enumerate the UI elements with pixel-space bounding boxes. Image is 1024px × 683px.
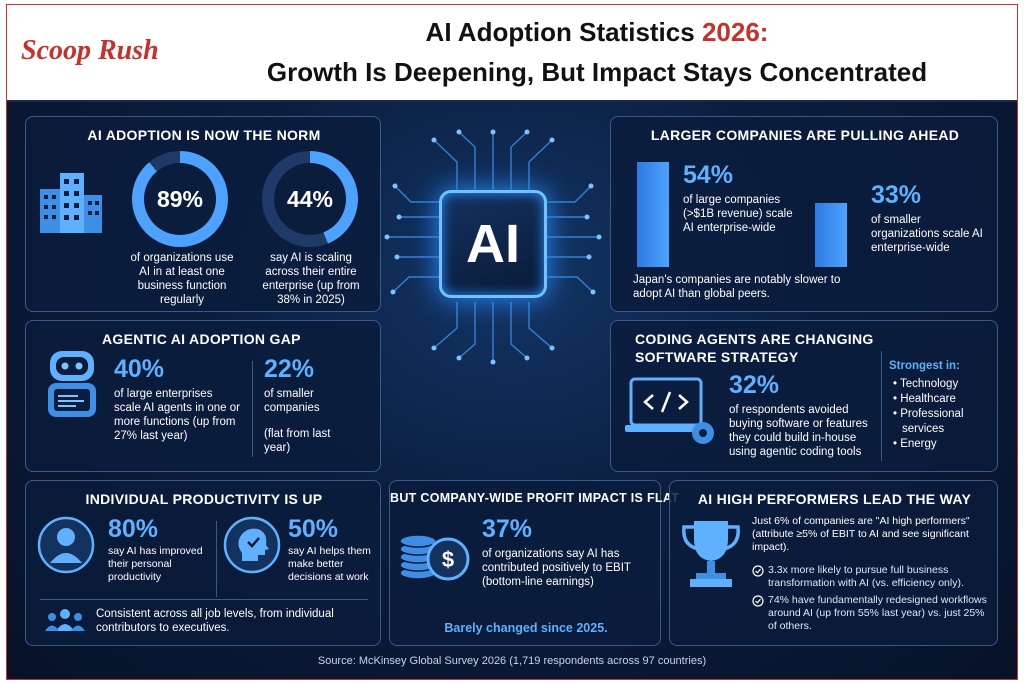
main-area: AI AI ADOPTION IS NOW THE NORM 89% 44% o… [7,102,1017,679]
panel-profit: BUT COMPANY-WIDE PROFIT IMPACT IS FLAT $… [389,480,680,646]
divider [881,351,882,461]
bar-smaller-companies [815,203,847,267]
logo: Scoop Rush [21,35,159,66]
svg-text:$: $ [442,547,454,572]
list-item: • Technology [893,378,959,390]
stat-value: 40% [114,355,165,383]
divider [216,521,217,597]
trophy-icon [682,521,740,587]
panel-adoption: AI ADOPTION IS NOW THE NORM 89% 44% of o… [25,116,381,312]
infographic: Scoop Rush AI Adoption Statistics 2026: … [6,4,1018,680]
stat-value: 32% [729,371,780,399]
list-item: • Healthcare [893,393,956,405]
stat-value: 33% [871,181,922,209]
source-text: Source: McKinsey Global Survey 2026 (1,7… [317,655,707,667]
panel-title: INDIVIDUAL PRODUCTIVITY IS UP [85,491,323,507]
divider [252,361,253,457]
stat-value: 22% [264,355,315,383]
person-icon [37,516,95,574]
page-subtitle: Growth Is Deepening, But Impact Stays Co… [266,57,928,87]
panel-title: AGENTIC AI ADOPTION GAP [102,331,301,347]
check-circle-icon [752,595,764,607]
head-check-icon [223,516,281,574]
stat-text: say AI is scaling across their entire en… [262,252,360,306]
donut-chart-44: 44% [262,151,358,247]
team-icon [45,609,85,631]
divider [40,599,368,600]
list-item: • Professional [893,408,964,420]
stat-subtext: (flat from last year) [264,428,331,454]
panel-high-performers: AI HIGH PERFORMERS LEAD THE WAY Just 6% … [669,480,998,646]
circuit-graphic [384,129,602,365]
intro-text: Just 6% of companies are "AI high perfor… [752,515,970,553]
stat-text: of smaller organizations scale AI enterp… [871,214,983,254]
stat-text: of smaller companies [264,388,320,414]
page-title: AI Adoption Statistics 2026: [277,17,917,48]
stat-value: 80% [108,515,159,543]
panel-coding-agents: CODING AGENTS ARE CHANGING SOFTWARE STRA… [610,320,998,472]
panel-title: SOFTWARE STRATEGY [635,349,799,365]
panel-title: AI HIGH PERFORMERS LEAD THE WAY [697,491,972,507]
panel-agentic: AGENTIC AI ADOPTION GAP 40% of large ent… [25,320,381,472]
note-text: Barely changed since 2025. [444,621,608,635]
panel-title: AI ADOPTION IS NOW THE NORM [87,127,321,143]
stat-text: of large enterprises scale AI agents in … [114,388,240,442]
stat-value: 37% [482,515,533,543]
list-item: • Energy [893,438,937,450]
stat-text: say AI has improved their personal produ… [108,545,203,583]
laptop-code-icon [625,377,714,444]
note-text: Consistent across all job levels, from i… [96,608,334,634]
panel-title: CODING AGENTS ARE CHANGING [635,331,874,347]
stat-value: 50% [288,515,339,543]
stat-text: of large companies (>$1B revenue) scale … [683,194,793,234]
buildings-icon [40,173,102,233]
coins-dollar-icon: $ [399,534,470,581]
stat-value: 54% [683,161,734,189]
header: Scoop Rush AI Adoption Statistics 2026: … [7,5,1017,102]
stat-text: of organizations use AI in at least one … [130,252,234,306]
panel-title: BUT COMPANY-WIDE PROFIT IMPACT IS FLAT [390,491,680,505]
donut-chart-89: 89% [132,151,228,247]
sector-list: • Technology • Healthcare • Professional… [893,377,964,452]
note-text: Japan's companies are notably slower to … [633,274,841,300]
donut-value: 44% [274,163,346,235]
stat-text: say AI helps them make better decisions … [288,545,371,583]
stat-text: of organizations say AI has contributed … [482,548,631,588]
title-text: AI Adoption Statistics [425,17,702,47]
donut-value: 89% [144,163,216,235]
point-text: 74% have fundamentally redesigned workfl… [768,594,987,632]
panel-title: LARGER COMPANIES ARE PULLING AHEAD [650,127,960,143]
ai-chip-icon: AI [439,190,547,298]
strongest-label: Strongest in: [889,360,960,372]
robot-icon [48,351,96,417]
bar-large-companies [637,162,669,267]
stat-text: of respondents avoided buying software o… [729,404,868,458]
panel-larger-companies: LARGER COMPANIES ARE PULLING AHEAD 54% o… [610,116,998,312]
check-circle-icon [752,565,764,577]
panel-productivity: INDIVIDUAL PRODUCTIVITY IS UP 80% say AI… [25,480,381,646]
title-year: 2026: [701,17,769,47]
point-text: 3.3x more likely to pursue full business… [768,564,964,589]
list-item: services [902,423,945,435]
